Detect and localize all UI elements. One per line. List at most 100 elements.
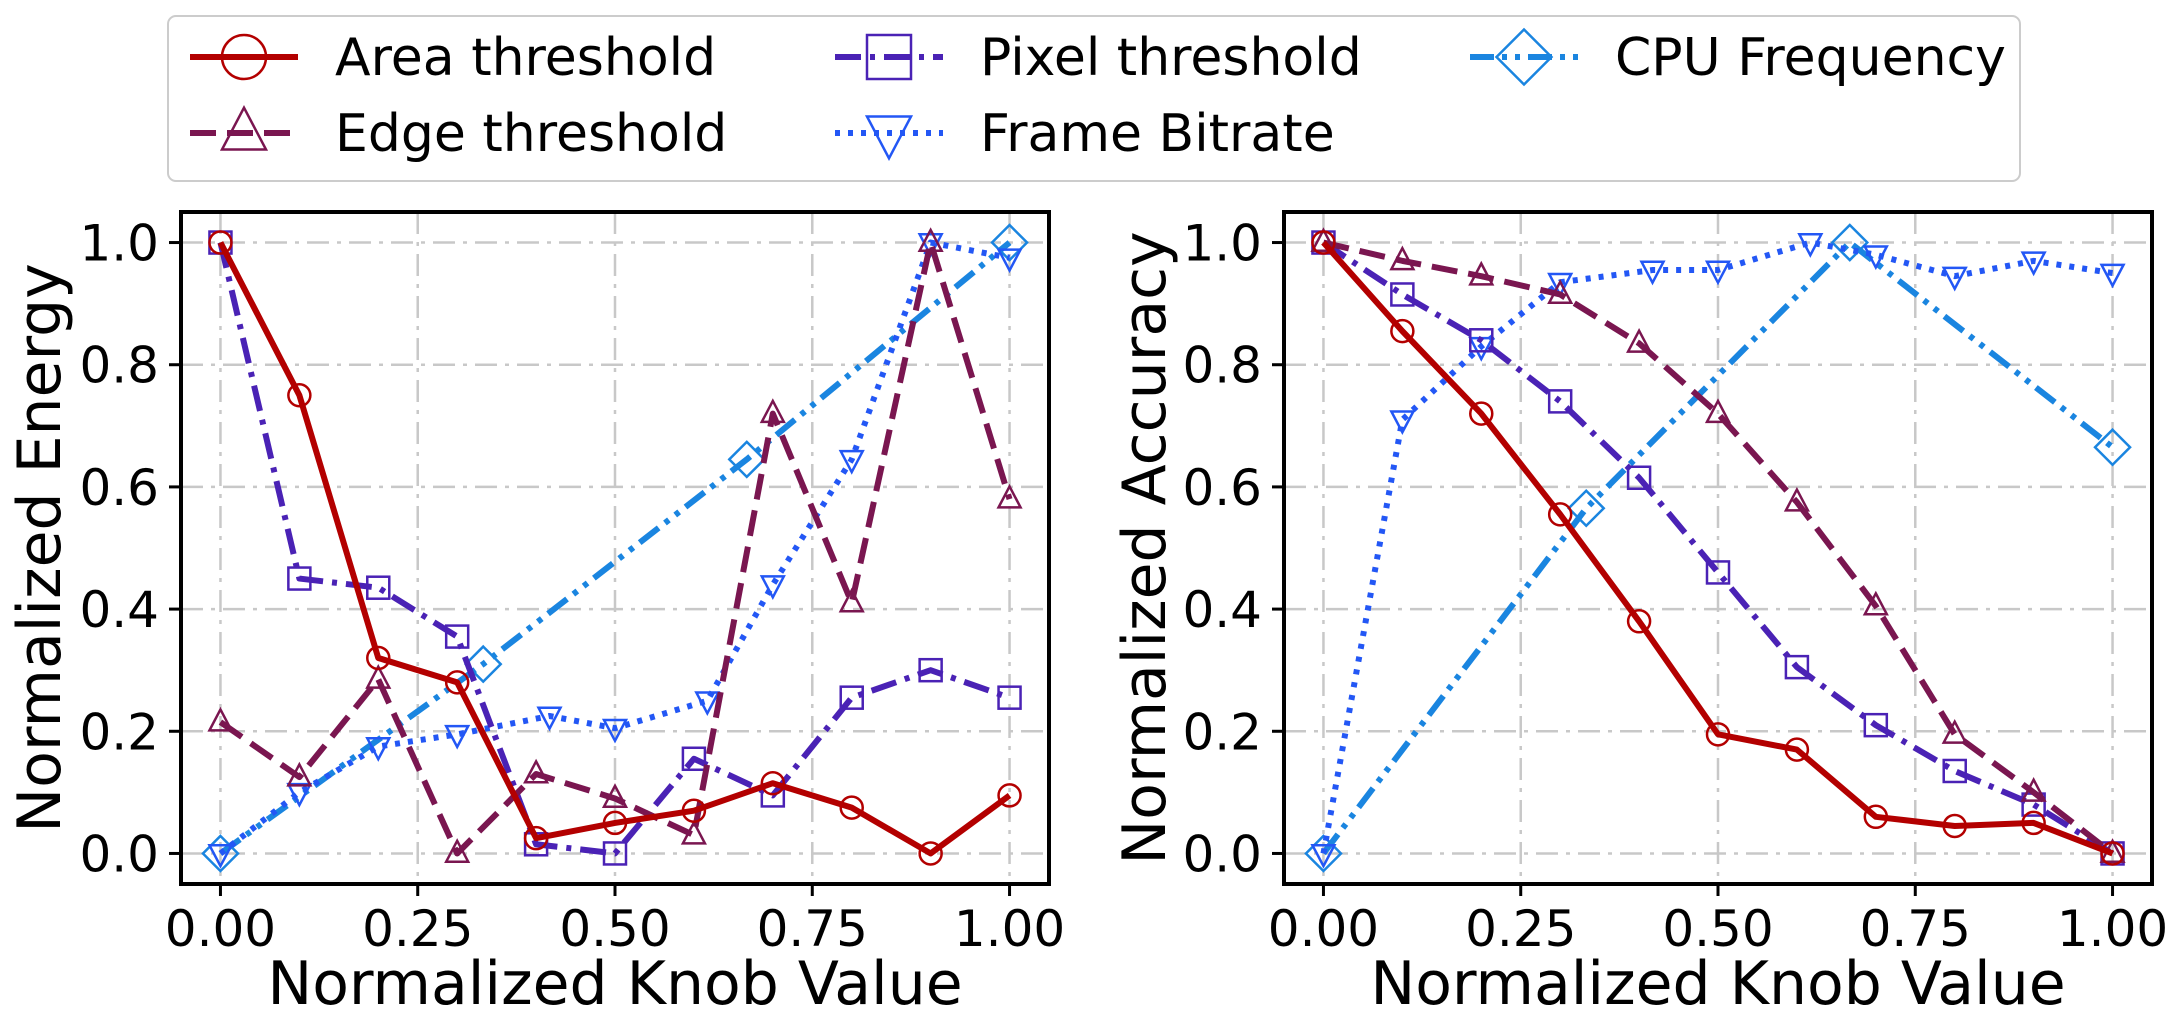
point-edge [444, 838, 471, 863]
point-pixel [997, 685, 1022, 710]
point-edge [1783, 486, 1810, 512]
point-area [602, 810, 628, 836]
point-pixel [366, 575, 391, 600]
y-tick-label: 0.0 [1182, 825, 1262, 883]
series-line-bitrate [1320, 239, 2114, 854]
x-axis-title: Normalized Knob Value [1370, 949, 2065, 1019]
point-area [2100, 841, 2125, 866]
point-area [2021, 810, 2046, 836]
point-edge [996, 483, 1023, 509]
y-tick-label: 0.6 [1182, 459, 1262, 517]
point-area [208, 230, 233, 255]
point-pixel [1390, 282, 1415, 307]
legend-item-cpu: CPU Frequency [1470, 27, 2006, 88]
point-area [1547, 502, 1573, 527]
point-bitrate [996, 248, 1023, 274]
series-line-edge [218, 239, 1013, 857]
point-pixel [1863, 712, 1889, 738]
point-bitrate [365, 737, 392, 762]
x-tick-label: 1.00 [2057, 900, 2168, 958]
point-area [1705, 722, 1731, 747]
legend-label: Edge threshold [335, 104, 727, 164]
x-tick-label: 0.25 [362, 900, 473, 958]
x-tick-label: 0.50 [559, 900, 670, 958]
y-tick-label: 0.8 [79, 337, 159, 395]
point-cpu [727, 440, 767, 479]
point-pixel [287, 566, 312, 591]
point-bitrate [1639, 260, 1666, 286]
point-edge [1310, 227, 1337, 253]
point-cpu [1304, 834, 1343, 873]
series-area [1311, 230, 2125, 866]
point-edge [1389, 245, 1416, 271]
y-tick-label: 0.2 [79, 703, 159, 761]
point-edge [1862, 590, 1889, 616]
series-cpu [1304, 223, 2132, 873]
point-bitrate [694, 691, 721, 717]
legend: Area threshold Edge threshold Pixel thresh… [167, 15, 2021, 182]
point-cpu [1830, 223, 1870, 262]
legend-marker [865, 33, 913, 81]
series-line-area [217, 241, 1012, 857]
x-tick-label: 0.75 [757, 900, 868, 958]
point-area [681, 798, 707, 823]
point-pixel [1942, 758, 1967, 784]
point-edge [838, 587, 865, 613]
x-tick-label: 0.50 [1662, 900, 1773, 958]
y-tick-label: 0.6 [79, 459, 159, 517]
point-bitrate [1797, 233, 1824, 258]
point-pixel [918, 657, 943, 683]
legend-item-bitrate: Frame Bitrate [835, 104, 1335, 164]
y-axis-title: Normalized Energy [5, 263, 75, 832]
energy-chart: 0.00 0.25 0.50 0.75 1.000.00.20.40.60.81.0No… [5, 210, 1065, 1019]
accuracy-chart: 0.00 0.25 0.50 0.75 1.000.00.20.40.60.81.0No… [1110, 210, 2168, 1019]
point-area [366, 645, 391, 671]
series-line-area [1321, 240, 2114, 857]
legend-marker [220, 33, 268, 81]
point-bitrate [1941, 266, 1968, 292]
point-area [1390, 318, 1415, 344]
x-tick-label: 1.00 [954, 900, 1065, 958]
legend-item-area: Area threshold [190, 28, 716, 88]
point-edge [2020, 777, 2047, 802]
legend-item-pixel: Pixel threshold [835, 28, 1362, 88]
y-tick-label: 1.0 [79, 215, 159, 273]
x-axis-title: Normalized Knob Value [267, 949, 962, 1019]
point-edge [1547, 279, 1574, 304]
point-edge [365, 664, 392, 689]
legend-label: Pixel threshold [980, 28, 1362, 88]
point-edge [1626, 328, 1653, 353]
series-line-pixel [1321, 240, 2115, 857]
point-pixel [1547, 389, 1573, 414]
series-line-pixel [217, 241, 1011, 857]
legend-marker [1494, 27, 1554, 87]
point-pixel [1469, 328, 1494, 353]
grid [1284, 212, 2152, 884]
point-area [918, 841, 943, 866]
point-cpu [2093, 427, 2132, 467]
series-cpu [201, 223, 1029, 873]
point-area [523, 825, 549, 851]
series-area [208, 230, 1022, 866]
point-bitrate [1547, 272, 1574, 298]
point-bitrate [444, 724, 471, 750]
y-tick-label: 0.8 [1182, 337, 1262, 395]
point-pixel [602, 841, 628, 866]
point-pixel [1784, 654, 1810, 680]
point-edge [207, 706, 234, 732]
point-pixel [1626, 465, 1652, 490]
point-edge [1704, 398, 1732, 424]
x-tick-label: 0.75 [1860, 900, 1971, 958]
point-bitrate [601, 718, 629, 744]
point-bitrate [207, 843, 234, 869]
point-area [760, 770, 786, 796]
y-tick-label: 0.4 [79, 581, 159, 639]
point-area [287, 383, 312, 408]
series-edge [1310, 227, 2126, 863]
point-pixel [839, 685, 864, 710]
legend-label: Area threshold [335, 28, 716, 88]
legend-frame [167, 15, 2021, 182]
legend-marker [864, 115, 914, 161]
point-bitrate [838, 449, 865, 475]
point-cpu [990, 223, 1029, 262]
